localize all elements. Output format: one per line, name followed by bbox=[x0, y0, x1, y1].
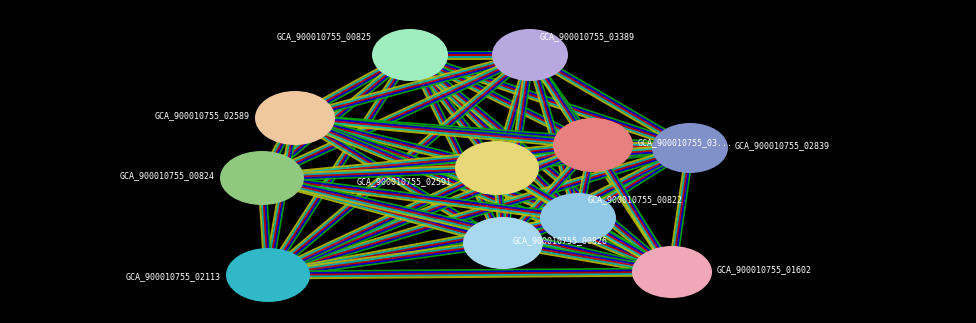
Text: GCA_900010755_00824: GCA_900010755_00824 bbox=[120, 172, 215, 181]
Ellipse shape bbox=[492, 29, 568, 81]
Text: GCA_900010755_00826: GCA_900010755_00826 bbox=[513, 236, 608, 245]
Text: GCA_900010755_00822: GCA_900010755_00822 bbox=[588, 195, 683, 204]
Ellipse shape bbox=[540, 193, 616, 243]
Text: GCA_900010755_02591: GCA_900010755_02591 bbox=[357, 178, 452, 186]
Text: GCA_900010755_03389: GCA_900010755_03389 bbox=[540, 33, 635, 41]
Ellipse shape bbox=[220, 151, 304, 205]
Text: GCA_900010755_01602: GCA_900010755_01602 bbox=[717, 266, 812, 275]
Text: GCA_900010755_00825: GCA_900010755_00825 bbox=[277, 33, 372, 41]
Text: GCA_900010755_02113: GCA_900010755_02113 bbox=[126, 273, 221, 282]
Ellipse shape bbox=[255, 91, 335, 145]
Text: GCA_900010755_02589: GCA_900010755_02589 bbox=[155, 111, 250, 120]
Ellipse shape bbox=[455, 141, 539, 195]
Ellipse shape bbox=[553, 118, 633, 172]
Ellipse shape bbox=[652, 123, 728, 173]
Ellipse shape bbox=[463, 217, 543, 269]
Text: GCA_900010755_02839: GCA_900010755_02839 bbox=[735, 141, 830, 151]
Ellipse shape bbox=[372, 29, 448, 81]
Text: GCA_900010755_03...: GCA_900010755_03... bbox=[638, 139, 733, 148]
Ellipse shape bbox=[226, 248, 310, 302]
Ellipse shape bbox=[632, 246, 712, 298]
